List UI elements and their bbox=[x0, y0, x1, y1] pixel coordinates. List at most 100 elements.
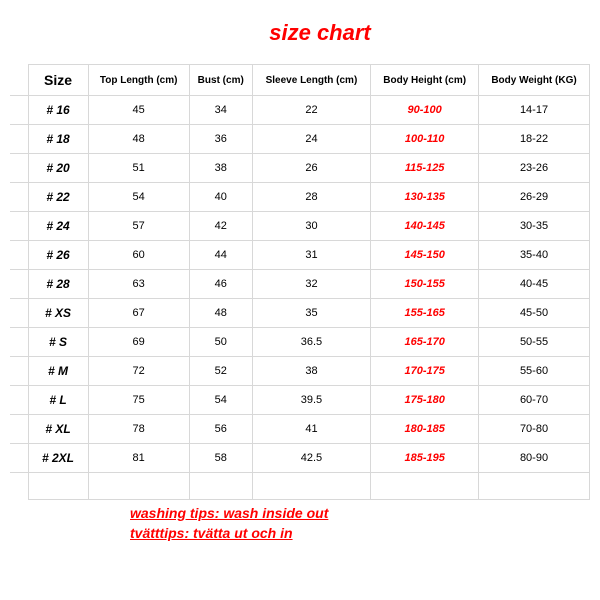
cell-size: # L bbox=[28, 386, 88, 415]
table-row: # 22544028130-13526-29 bbox=[10, 183, 590, 212]
cell-size: # 18 bbox=[28, 125, 88, 154]
cell-height: 170-175 bbox=[371, 357, 479, 386]
cell-top-length: 57 bbox=[88, 212, 189, 241]
cell-weight: 80-90 bbox=[479, 444, 590, 473]
table-row: # L755439.5175-18060-70 bbox=[10, 386, 590, 415]
cell-top-length: 72 bbox=[88, 357, 189, 386]
cell-top-length: 48 bbox=[88, 125, 189, 154]
cell-bust: 40 bbox=[189, 183, 252, 212]
empty-cell bbox=[189, 473, 252, 500]
col-height: Body Height (cm) bbox=[371, 65, 479, 96]
cell-sleeve: 41 bbox=[252, 415, 371, 444]
table-row: # S695036.5165-17050-55 bbox=[10, 328, 590, 357]
cell-bust: 36 bbox=[189, 125, 252, 154]
blank-cell bbox=[10, 415, 28, 444]
cell-height: 185-195 bbox=[371, 444, 479, 473]
cell-size: # 24 bbox=[28, 212, 88, 241]
cell-weight: 40-45 bbox=[479, 270, 590, 299]
cell-sleeve: 35 bbox=[252, 299, 371, 328]
cell-size: # 2XL bbox=[28, 444, 88, 473]
cell-bust: 44 bbox=[189, 241, 252, 270]
cell-sleeve: 32 bbox=[252, 270, 371, 299]
cell-weight: 14-17 bbox=[479, 96, 590, 125]
cell-sleeve: 39.5 bbox=[252, 386, 371, 415]
cell-height: 130-135 bbox=[371, 183, 479, 212]
blank-cell bbox=[10, 328, 28, 357]
cell-weight: 35-40 bbox=[479, 241, 590, 270]
cell-weight: 50-55 bbox=[479, 328, 590, 357]
cell-height: 150-155 bbox=[371, 270, 479, 299]
table-body: # 1645342290-10014-17# 18483624100-11018… bbox=[10, 96, 590, 500]
cell-top-length: 45 bbox=[88, 96, 189, 125]
empty-cell bbox=[252, 473, 371, 500]
table-row: # XS674835155-16545-50 bbox=[10, 299, 590, 328]
col-size: Size bbox=[28, 65, 88, 96]
col-sleeve: Sleeve Length (cm) bbox=[252, 65, 371, 96]
table-row: # M725238170-17555-60 bbox=[10, 357, 590, 386]
cell-weight: 26-29 bbox=[479, 183, 590, 212]
cell-weight: 18-22 bbox=[479, 125, 590, 154]
cell-size: # XL bbox=[28, 415, 88, 444]
cell-size: # 22 bbox=[28, 183, 88, 212]
cell-bust: 54 bbox=[189, 386, 252, 415]
table-row: # XL785641180-18570-80 bbox=[10, 415, 590, 444]
tip-line-1: washing tips: wash inside out bbox=[130, 504, 590, 524]
cell-sleeve: 30 bbox=[252, 212, 371, 241]
table-row: # 1645342290-10014-17 bbox=[10, 96, 590, 125]
cell-weight: 70-80 bbox=[479, 415, 590, 444]
washing-tips: washing tips: wash inside out tvätttips:… bbox=[130, 504, 590, 543]
cell-size: # 20 bbox=[28, 154, 88, 183]
cell-height: 115-125 bbox=[371, 154, 479, 183]
col-top-length: Top Length (cm) bbox=[88, 65, 189, 96]
blank-cell bbox=[10, 154, 28, 183]
cell-bust: 46 bbox=[189, 270, 252, 299]
cell-height: 145-150 bbox=[371, 241, 479, 270]
cell-sleeve: 42.5 bbox=[252, 444, 371, 473]
table-row-empty bbox=[10, 473, 590, 500]
blank-cell bbox=[10, 65, 28, 96]
cell-height: 180-185 bbox=[371, 415, 479, 444]
cell-sleeve: 36.5 bbox=[252, 328, 371, 357]
cell-top-length: 75 bbox=[88, 386, 189, 415]
blank-cell bbox=[10, 270, 28, 299]
cell-sleeve: 38 bbox=[252, 357, 371, 386]
col-bust: Bust (cm) bbox=[189, 65, 252, 96]
blank-cell bbox=[10, 212, 28, 241]
table-row: # 28634632150-15540-45 bbox=[10, 270, 590, 299]
cell-top-length: 78 bbox=[88, 415, 189, 444]
cell-height: 165-170 bbox=[371, 328, 479, 357]
blank-cell bbox=[10, 357, 28, 386]
cell-top-length: 60 bbox=[88, 241, 189, 270]
tip-line-2: tvätttips: tvätta ut och in bbox=[130, 524, 590, 544]
header-row: Size Top Length (cm) Bust (cm) Sleeve Le… bbox=[10, 65, 590, 96]
empty-cell bbox=[88, 473, 189, 500]
chart-title: size chart bbox=[10, 20, 590, 46]
cell-height: 175-180 bbox=[371, 386, 479, 415]
cell-sleeve: 31 bbox=[252, 241, 371, 270]
size-chart-table: Size Top Length (cm) Bust (cm) Sleeve Le… bbox=[10, 64, 590, 500]
blank-cell bbox=[10, 473, 28, 500]
cell-weight: 30-35 bbox=[479, 212, 590, 241]
cell-height: 140-145 bbox=[371, 212, 479, 241]
blank-cell bbox=[10, 241, 28, 270]
cell-bust: 34 bbox=[189, 96, 252, 125]
table-row: # 2XL815842.5185-19580-90 bbox=[10, 444, 590, 473]
cell-height: 90-100 bbox=[371, 96, 479, 125]
cell-weight: 55-60 bbox=[479, 357, 590, 386]
empty-cell bbox=[28, 473, 88, 500]
cell-top-length: 67 bbox=[88, 299, 189, 328]
cell-size: # 16 bbox=[28, 96, 88, 125]
col-weight: Body Weight (KG) bbox=[479, 65, 590, 96]
cell-sleeve: 22 bbox=[252, 96, 371, 125]
cell-weight: 60-70 bbox=[479, 386, 590, 415]
blank-cell bbox=[10, 386, 28, 415]
table-row: # 20513826115-12523-26 bbox=[10, 154, 590, 183]
cell-sleeve: 28 bbox=[252, 183, 371, 212]
blank-cell bbox=[10, 299, 28, 328]
cell-size: # M bbox=[28, 357, 88, 386]
cell-bust: 38 bbox=[189, 154, 252, 183]
table-row: # 26604431145-15035-40 bbox=[10, 241, 590, 270]
cell-size: # 26 bbox=[28, 241, 88, 270]
empty-cell bbox=[371, 473, 479, 500]
cell-size: # 28 bbox=[28, 270, 88, 299]
